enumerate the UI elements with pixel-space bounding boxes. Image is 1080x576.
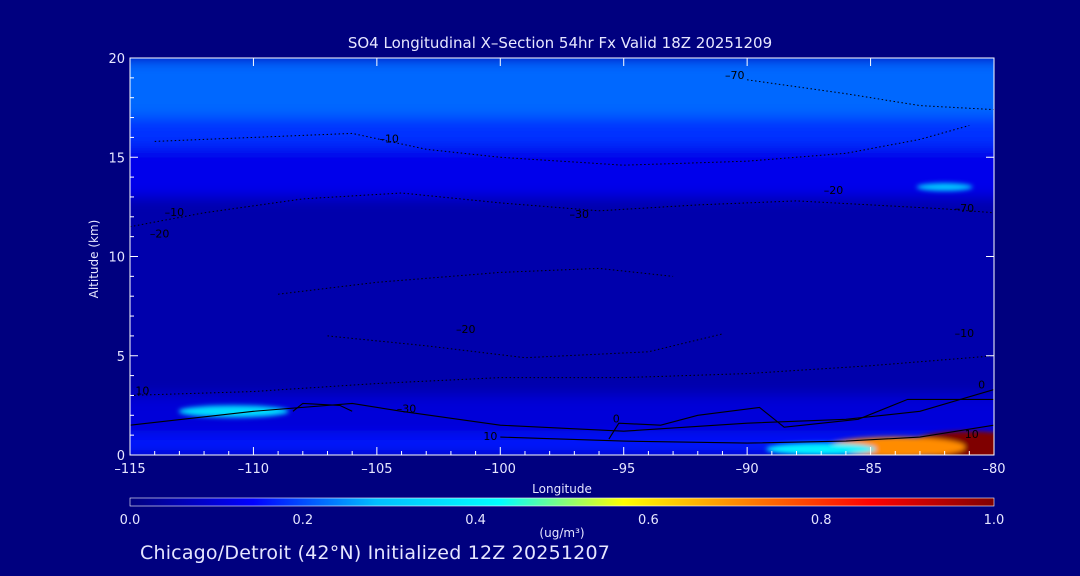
y-tick-label: 20 xyxy=(108,52,125,67)
x-tick-label: –105 xyxy=(361,462,392,477)
y-tick-label: 0 xyxy=(117,449,125,464)
contour-label: 0 xyxy=(978,379,985,392)
contour-label: –30 xyxy=(570,208,590,221)
colorbar-tick-label: 0.0 xyxy=(120,513,141,528)
contour-label: –10 xyxy=(955,327,975,340)
x-tick-label: –90 xyxy=(736,462,759,477)
dotted-contour xyxy=(747,79,994,111)
contour-label: –20 xyxy=(456,323,476,336)
hotspot xyxy=(916,183,973,192)
field-bands xyxy=(130,58,994,455)
contour-label: –10 xyxy=(165,206,185,219)
footer-caption: Chicago/Detroit (42°N) Initialized 12Z 2… xyxy=(140,542,611,564)
dotted-contour xyxy=(130,355,994,396)
hotspot xyxy=(178,405,289,418)
colorbar-tick-label: 0.2 xyxy=(292,513,313,528)
x-axis-label: Longitude xyxy=(532,482,592,496)
contour-label: –70 xyxy=(955,202,975,215)
x-tick-label: –85 xyxy=(859,462,882,477)
y-tick-label: 10 xyxy=(108,251,125,266)
contour-label: –10 xyxy=(379,132,399,145)
x-tick-label: –115 xyxy=(114,462,145,477)
field-band xyxy=(130,58,994,118)
y-tick-label: 5 xyxy=(117,350,125,365)
x-tick-label: –100 xyxy=(485,462,516,477)
solid-contour xyxy=(130,388,994,432)
field-band xyxy=(130,147,994,197)
contour-label: 10 xyxy=(965,428,979,441)
colorbar-tick-label: 0.4 xyxy=(465,513,486,528)
colorbar-tick-label: 1.0 xyxy=(984,513,1005,528)
colorbar-tick-label: 0.8 xyxy=(811,513,832,528)
field-band xyxy=(130,117,994,148)
chart-title: SO4 Longitudinal X–Section 54hr Fx Valid… xyxy=(347,34,773,52)
contour-label: 10 xyxy=(483,430,497,443)
y-axis-label: Altitude (km) xyxy=(87,219,101,299)
dotted-contour xyxy=(130,192,994,228)
solid-contour xyxy=(608,398,994,440)
field-band xyxy=(130,196,994,396)
colorbar-units: (ug/m³) xyxy=(539,526,585,540)
x-tick-label: –110 xyxy=(238,462,269,477)
contour-label: –30 xyxy=(397,402,417,415)
concentration-hotspots xyxy=(178,183,994,455)
x-tick-label: –95 xyxy=(612,462,635,477)
y-tick-label: 15 xyxy=(108,151,125,166)
contour-labels: –70 –10 –20 –70 –10 –20 –30 –20 –10 0 10 –30 0 10 10 xyxy=(135,69,985,443)
contour-label: 10 xyxy=(135,384,149,397)
dotted-contour xyxy=(154,125,970,166)
x-tick-label: –80 xyxy=(982,462,1005,477)
concentration-field xyxy=(130,58,994,455)
temperature-contours xyxy=(130,79,994,444)
contour-label: –20 xyxy=(150,228,170,241)
colorbar-ticks: 0.0 0.2 0.4 0.6 0.8 1.0 xyxy=(120,513,1005,528)
contour-label: –70 xyxy=(725,69,745,82)
hotspot xyxy=(766,443,877,455)
solid-contour xyxy=(500,424,994,444)
colorbar xyxy=(129,497,995,507)
contour-label: –20 xyxy=(824,184,844,197)
contour-label: 0 xyxy=(613,412,620,425)
solid-contour xyxy=(292,402,353,412)
colorbar-tick-label: 0.6 xyxy=(638,513,659,528)
